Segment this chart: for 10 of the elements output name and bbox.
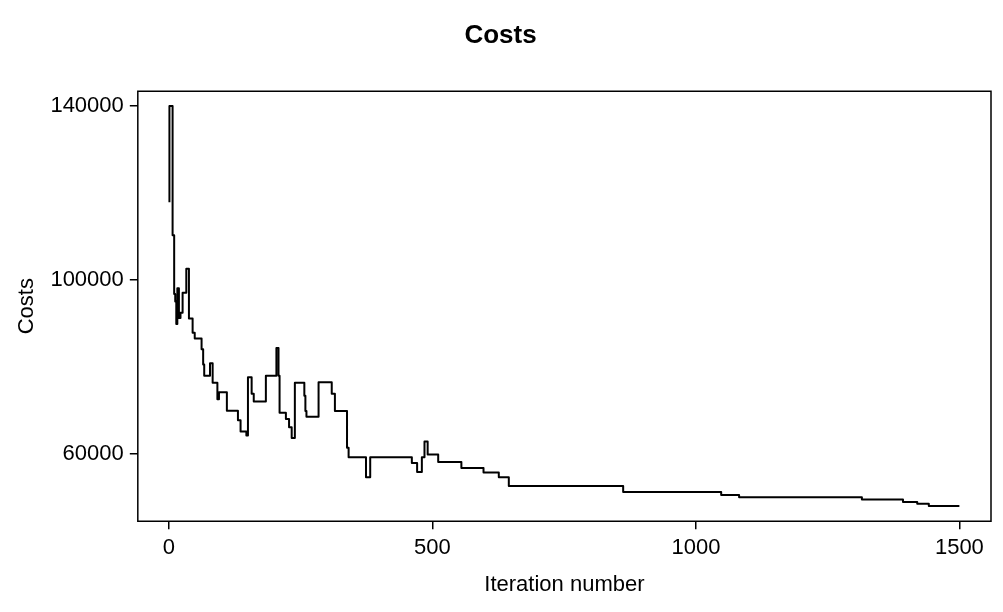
y-axis-title: Costs (13, 278, 39, 335)
x-tick-label: 0 (162, 534, 176, 560)
x-axis-title: Iteration number (484, 570, 645, 596)
x-tick-label: 500 (414, 534, 451, 560)
x-tick-label: 1500 (934, 534, 984, 560)
y-tick-label: 100000 (50, 265, 124, 291)
chart-title: Costs (464, 18, 537, 49)
y-tick-label: 140000 (50, 91, 124, 117)
x-tick-label: 1000 (671, 534, 721, 560)
y-tick-label: 60000 (62, 439, 124, 465)
